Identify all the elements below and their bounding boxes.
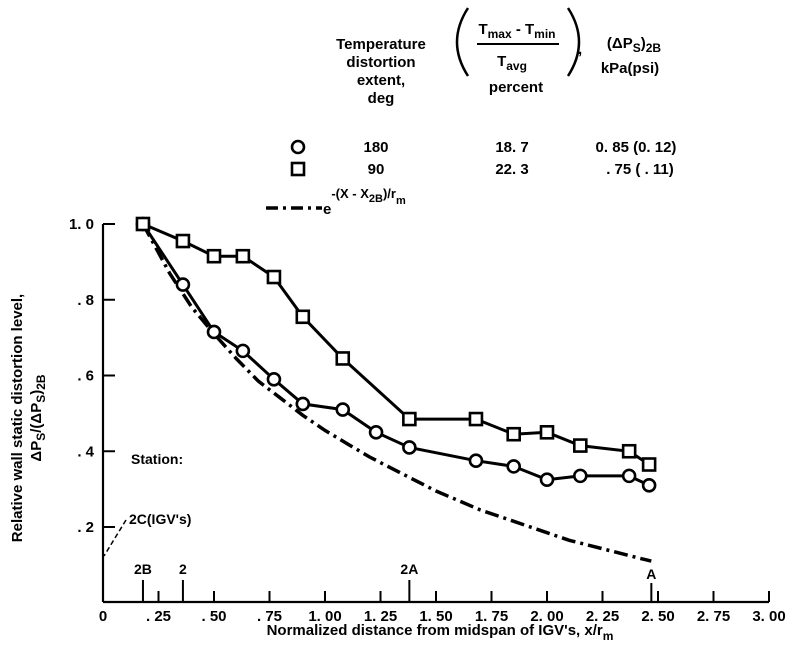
circle-data-point (266, 371, 282, 387)
legend-header-ratio-denominator: Tavg (497, 53, 527, 73)
square-data-point (175, 233, 191, 249)
station-igv-label: 2C(IGV's) (129, 511, 191, 527)
y-tick-label: 1. 0 (69, 216, 94, 233)
x-tick-label: . 75 (257, 608, 282, 625)
station-label: 2 (179, 561, 187, 577)
square-data-point (235, 248, 251, 264)
legend-header-extent-1: Temperature (336, 36, 426, 53)
legend-row1-extent: 180 (363, 139, 388, 156)
station-label: A (646, 566, 656, 582)
x-tick-label: 1. 00 (308, 608, 341, 625)
x-tick-label: 0 (99, 608, 107, 625)
legend-row2-extent: 90 (368, 161, 385, 178)
circle-data-point (368, 425, 384, 440)
legend-paren-right (566, 7, 581, 77)
legend-square-marker (290, 161, 306, 177)
x-tick-label: 1. 50 (419, 608, 452, 625)
legend-circle-marker (290, 139, 306, 155)
legend: Temperature distortion extent, deg Tmax … (266, 7, 677, 218)
x-tick-label: 2. 25 (586, 608, 619, 625)
circle-data-point (572, 468, 588, 484)
circle-data-point (468, 453, 484, 469)
legend-header-dp-unit: kPa(psi) (601, 60, 659, 77)
y-tick-label: . 6 (77, 368, 94, 385)
station-label: 2B (134, 561, 152, 577)
x-tick-label: 2. 00 (530, 608, 563, 625)
x-tick-label: 1. 25 (364, 608, 397, 625)
circle-data-point (641, 478, 657, 493)
square-data-point (539, 425, 555, 440)
y-tick-label: . 2 (77, 519, 94, 536)
square-data-point (135, 216, 151, 232)
legend-row2-dp: . 75 ( . 11) (606, 161, 674, 178)
circle-data-point (175, 277, 191, 292)
x-tick-label: 1. 75 (475, 608, 508, 625)
legend-header-ratio-unit: percent (489, 79, 543, 96)
y-axis-label-line2: ΔPS/(ΔPS)2B (28, 374, 48, 461)
legend-exp-label: e-(X - X2B)/rm (323, 186, 406, 218)
station-heading: Station: (131, 451, 183, 467)
legend-header-extent-3: extent, (357, 72, 405, 89)
plot-area (135, 216, 657, 563)
square-data-point (266, 269, 282, 285)
legend-header-comma: , (578, 41, 582, 58)
square-data-point (572, 438, 588, 453)
exp-curve-line (141, 223, 652, 563)
legend-row1-dp: 0. 85 (0. 12) (596, 139, 677, 156)
station-label: 2A (400, 561, 418, 577)
legend-header-extent-4: deg (368, 90, 395, 107)
legend-header-ratio-numerator: Tmax - Tmin (478, 21, 555, 41)
circle-data-point (295, 396, 311, 412)
circle-data-point (539, 472, 555, 487)
y-axis-label: Relative wall static distortion level, Δ… (9, 294, 48, 542)
circle-data-point (506, 459, 522, 474)
x-tick-label: 3. 00 (752, 608, 785, 625)
axes: 0 . 25 . 50 . 75 1. 00 1. 25 1. 50 1. 75 2. 00 2.… (69, 216, 786, 625)
square-data-point (295, 309, 311, 325)
y-tick-label: . 8 (77, 292, 94, 309)
legend-row1-percent: 18. 7 (495, 139, 528, 156)
circle-data-point (206, 324, 222, 340)
y-axis-label-line1: Relative wall static distortion level, (9, 294, 26, 542)
x-tick-label: . 25 (146, 608, 171, 625)
y-tick-label: . 4 (77, 443, 94, 460)
circle-data-point (235, 343, 251, 359)
circle-data-point (621, 468, 637, 484)
square-data-point (402, 411, 417, 427)
circle-data-point (402, 440, 417, 455)
square-data-point (335, 351, 351, 366)
square-data-point (621, 443, 637, 459)
legend-row2-percent: 22. 3 (495, 161, 528, 178)
square-data-point (641, 457, 657, 472)
legend-paren-left (455, 7, 470, 77)
x-ticks: 0 . 25 . 50 . 75 1. 00 1. 25 1. 50 1. 75 2. 00 2.… (99, 591, 786, 625)
legend-header-extent-2: distortion (346, 54, 415, 71)
x-tick-label: . 50 (201, 608, 226, 625)
legend-header-dp: (ΔPS)2B (607, 35, 661, 55)
station-igv-leader (103, 519, 127, 557)
stations: Station: 2C(IGV's) 2B 2 2A A (103, 451, 656, 602)
square-data-point (206, 248, 222, 264)
circle-data-point (335, 402, 351, 417)
x-tick-label: 2. 75 (697, 608, 730, 625)
square-data-point (468, 411, 484, 427)
square-data-point (506, 426, 522, 442)
x-tick-label: 2. 50 (641, 608, 674, 625)
x-axis-label: Normalized distance from midspan of IGV'… (267, 622, 614, 643)
y-ticks: . 2 . 4 . 6 . 8 1. 0 (69, 216, 115, 536)
